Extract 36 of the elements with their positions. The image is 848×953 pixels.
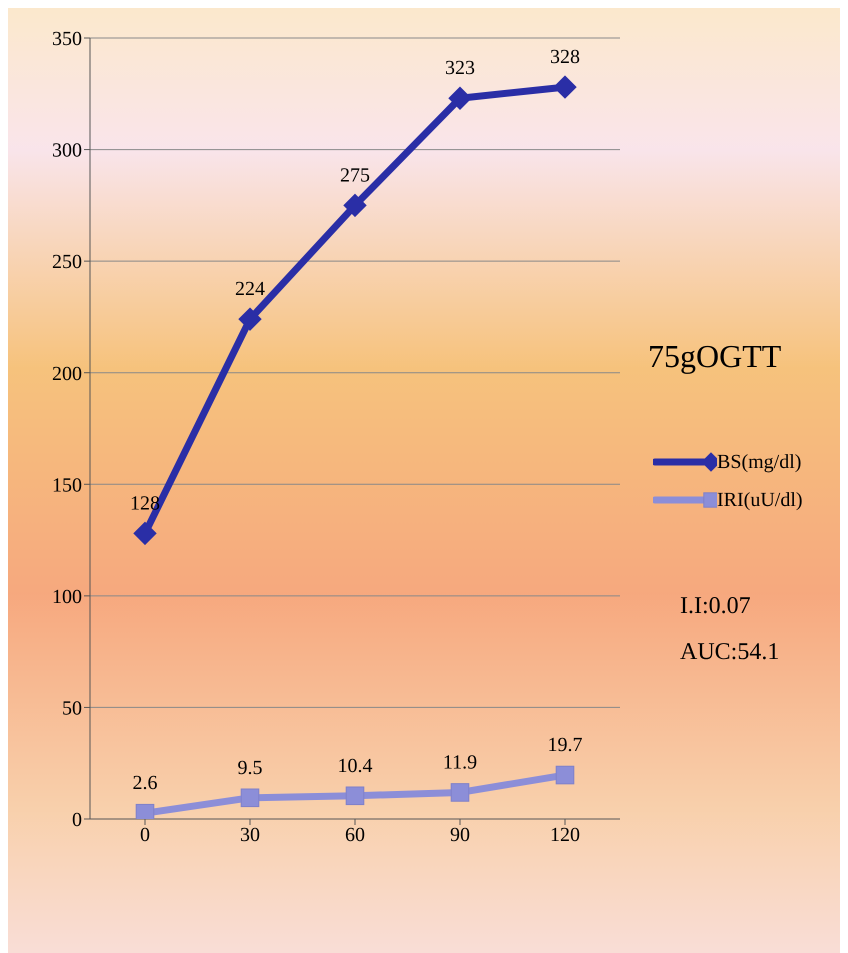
text: I.I:0.07 [680,593,751,620]
y-tick-label: 100 [52,586,82,608]
x-tick-label: 120 [550,824,580,846]
point [344,194,366,217]
y-tick-label: 350 [52,28,82,50]
y-tick-label: 0 [72,809,82,832]
text: AUC:54.1 [680,639,780,666]
data-label: 11.9 [442,751,478,774]
x-tick-label: 30 [240,824,260,846]
point [450,783,470,802]
legend-label: IRI(uU/dl) [717,488,803,512]
text: 75gOGTT [648,338,782,375]
point [556,766,574,784]
x-tick-label: 60 [345,824,365,846]
y-tick-label: 200 [52,362,82,385]
data-label: 9.5 [238,756,262,779]
data-label: 10.4 [338,754,372,777]
y-tick-label: 300 [52,140,82,162]
data-label: 275 [340,164,370,186]
y-tick-label: 250 [52,251,82,274]
point [238,308,262,331]
point [448,86,472,110]
x-tick-label: 90 [450,824,470,846]
x-tick-label: 0 [140,824,150,846]
data-label: 328 [550,46,580,68]
data-label: 323 [445,57,475,80]
data-label: 224 [235,278,265,300]
y-tick-label: 50 [62,698,82,720]
point [240,788,260,808]
point [134,522,156,545]
legend-label: BS(mg/dl) [717,450,802,474]
y-tick-label: 150 [52,474,82,496]
point [346,786,364,806]
data-label: 19.7 [548,734,582,756]
point [554,76,576,99]
data-label: 2.6 [132,772,158,794]
